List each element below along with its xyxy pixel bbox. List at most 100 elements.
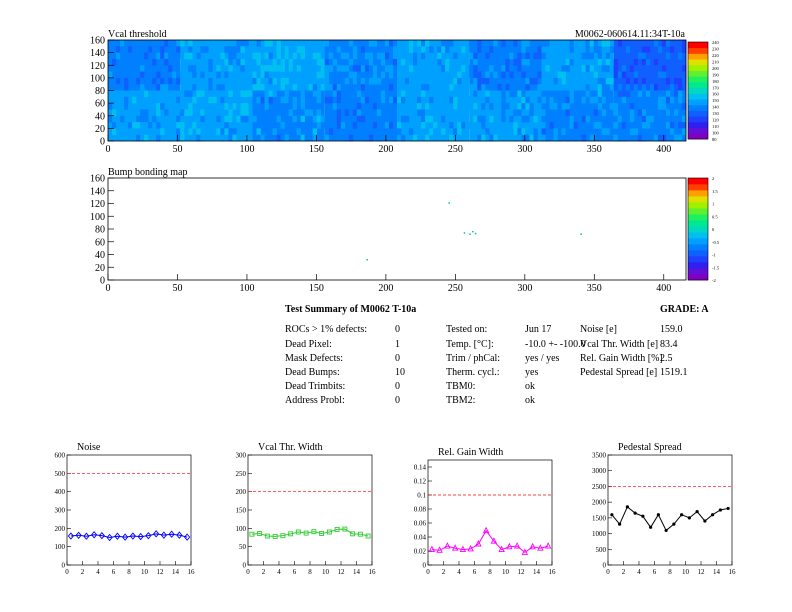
gain-width-y-tick-label: 0.12 (414, 478, 427, 486)
summary-value: Jun 17 (525, 324, 552, 335)
pixel-cell (593, 103, 598, 110)
pixel-cell (457, 134, 462, 142)
pixel-cell (481, 115, 486, 123)
pixel-cell (637, 90, 643, 98)
pixel-cell (565, 58, 570, 66)
pixel-cell (220, 96, 225, 104)
pixel-cell (340, 84, 346, 91)
pixel-cell (212, 103, 217, 110)
pixel-cell (657, 46, 663, 53)
pixel-cell (152, 46, 157, 53)
pixel-cell (473, 84, 478, 91)
pixel-cell (200, 115, 205, 123)
pixel-cell (176, 40, 181, 47)
pixel-cell (376, 77, 382, 85)
pixel-cell (661, 71, 667, 79)
pixel-cell (304, 109, 309, 117)
pixel-cell (433, 115, 438, 123)
pixel-cell (569, 58, 574, 66)
pixel-cell (573, 134, 578, 142)
pixel-cell (457, 122, 462, 129)
pixel-cell (653, 128, 659, 135)
pixel-cell (605, 77, 611, 85)
pixel-cell (617, 96, 623, 104)
pixel-cell (376, 134, 382, 142)
pixel-cell (509, 84, 514, 91)
summary-label: Therm. cycl.: (446, 367, 500, 378)
pixel-cell (525, 103, 530, 110)
pixel-cell (164, 109, 169, 117)
pixel-cell (120, 90, 125, 98)
pixel-cell (493, 90, 498, 98)
pixel-cell (641, 103, 647, 110)
pixel-cell (188, 40, 193, 47)
pixel-cell (364, 65, 370, 72)
pixel-cell (252, 134, 257, 142)
pixel-cell (673, 90, 679, 98)
pixel-cell (296, 46, 301, 53)
pixel-cell (617, 90, 623, 98)
pixel-cell (320, 122, 326, 129)
pixel-cell (433, 40, 438, 47)
pixel-cell (232, 77, 237, 85)
pixel-cell (384, 90, 390, 98)
pixel-cell (156, 84, 161, 91)
pixel-cell (392, 77, 398, 85)
pixel-cell (132, 96, 137, 104)
pixel-cell (232, 115, 237, 123)
pixel-cell (324, 52, 330, 60)
summary-label: Noise [e] (580, 324, 617, 335)
pixel-cell (677, 84, 683, 91)
pixel-cell (653, 84, 659, 91)
pixel-cell (557, 90, 562, 98)
pixel-cell (184, 128, 189, 135)
pixel-cell (156, 71, 161, 79)
pixel-cell (449, 128, 454, 135)
pixel-cell (336, 96, 342, 104)
pixel-cell (220, 103, 225, 110)
pixel-cell (401, 90, 406, 98)
pixel-cell (216, 128, 221, 135)
pixel-cell (276, 71, 281, 79)
pixel-cell (160, 77, 165, 85)
pixel-cell (573, 58, 578, 66)
pixel-cell (461, 46, 466, 53)
pixel-cell (409, 122, 414, 129)
pixel-cell (188, 90, 193, 98)
pixel-cell (601, 71, 607, 79)
pixel-cell (677, 71, 683, 79)
pixel-cell (136, 40, 141, 47)
pixel-cell (168, 65, 173, 72)
pixel-cell (172, 128, 177, 135)
bump-scale-label: 1.5 (712, 189, 718, 194)
vcal-scale-swatch (688, 47, 708, 54)
pixel-cell (645, 122, 651, 129)
gain-width-y-tick-label: 0.02 (414, 548, 427, 556)
pixel-cell (224, 46, 229, 53)
vcal-width-x-tick-label: 2 (262, 568, 266, 576)
pixel-cell (621, 122, 627, 129)
pixel-cell (513, 90, 518, 98)
pixel-cell (260, 84, 265, 91)
pixel-cell (152, 71, 157, 79)
dead-bump-point (474, 232, 477, 235)
pixel-cell (533, 115, 538, 123)
pixel-cell (376, 103, 382, 110)
pixel-cell (300, 103, 305, 110)
summary-value: 0 (395, 324, 400, 335)
pixel-cell (473, 96, 478, 104)
pixel-cell (320, 115, 326, 123)
pixel-cell (160, 90, 165, 98)
pixel-cell (441, 115, 446, 123)
vcal-width-x-tick-label: 4 (277, 568, 281, 576)
vcal-width-y-tick-label: 150 (236, 507, 247, 515)
bump-scale-swatch (688, 220, 708, 227)
pixel-cell (344, 109, 350, 117)
pixel-cell (537, 103, 542, 110)
bump-scale-swatch (688, 232, 708, 239)
vcal-scale-label: 120 (712, 118, 720, 123)
pixel-cell (336, 71, 342, 79)
pixel-cell (445, 115, 450, 123)
pixel-cell (272, 77, 277, 85)
pixel-cell (469, 109, 474, 117)
